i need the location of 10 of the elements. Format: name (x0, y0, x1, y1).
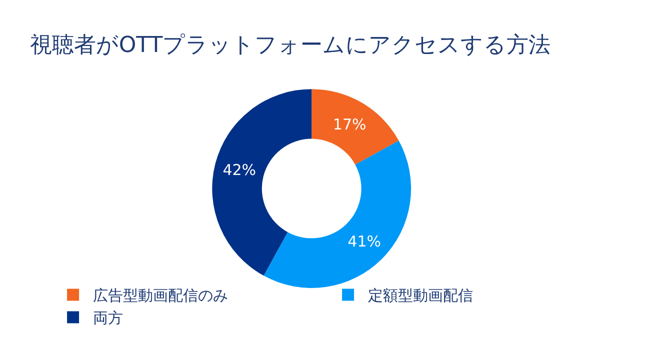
legend-label: 広告型動画配信のみ (93, 286, 228, 305)
chart-title: 視聴者がOTTプラットフォームにアクセスする方法 (30, 32, 551, 58)
legend-label: 定額型動画配信 (368, 286, 474, 305)
donut-slice (264, 140, 412, 288)
data-label: 41% (348, 232, 382, 250)
donut-slice (312, 89, 399, 165)
data-label: 42% (222, 160, 256, 179)
data-label: 17% (332, 115, 366, 134)
legend-label: 両方 (93, 309, 124, 328)
donut-slice (212, 89, 312, 276)
